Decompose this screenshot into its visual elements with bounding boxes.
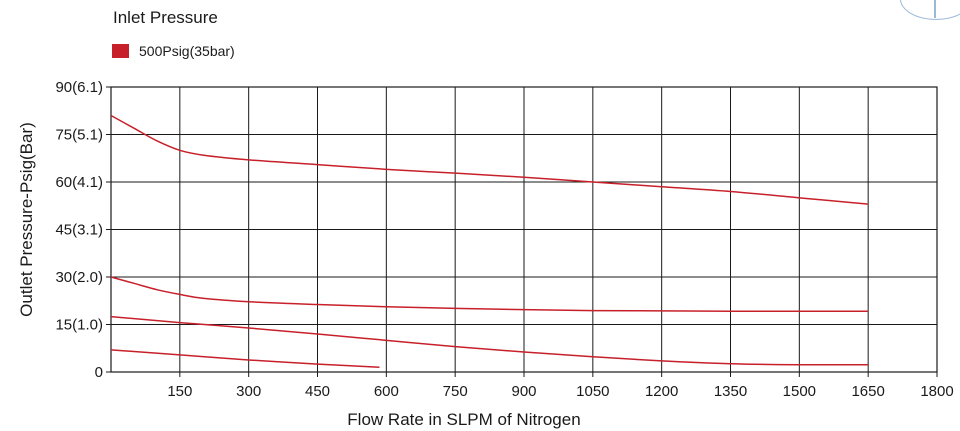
corner-logo-tick bbox=[934, 0, 936, 18]
x-tick-label: 750 bbox=[443, 383, 468, 400]
legend-title: Inlet Pressure bbox=[113, 8, 218, 27]
y-tick-label: 75(5.1) bbox=[55, 127, 103, 144]
y-tick-label: 45(3.1) bbox=[55, 222, 103, 239]
legend-swatch bbox=[112, 44, 129, 58]
series-line bbox=[110, 276, 869, 312]
series-line bbox=[110, 114, 869, 205]
x-tick-label: 1650 bbox=[851, 383, 884, 400]
x-axis-title: Flow Rate in SLPM of Nitrogen bbox=[347, 410, 580, 429]
y-axis-title: Outlet Pressure-Psig(Bar) bbox=[17, 122, 36, 317]
legend-item-label: 500Psig(35bar) bbox=[139, 43, 235, 59]
y-tick-label: 30(2.0) bbox=[55, 269, 103, 286]
x-tick-label: 1800 bbox=[920, 383, 953, 400]
x-tick-label: 1350 bbox=[714, 383, 747, 400]
series-line bbox=[110, 349, 380, 368]
x-tick-label: 300 bbox=[236, 383, 261, 400]
series-line bbox=[110, 315, 869, 366]
x-tick-label: 1050 bbox=[576, 383, 609, 400]
x-tick-label: 450 bbox=[305, 383, 330, 400]
y-tick-label: 15(1.0) bbox=[55, 317, 103, 334]
x-tick-label: 900 bbox=[511, 383, 536, 400]
x-tick-label: 1500 bbox=[783, 383, 816, 400]
x-tick-label: 600 bbox=[374, 383, 399, 400]
x-tick-label: 1200 bbox=[645, 383, 678, 400]
y-tick-label: 60(4.1) bbox=[55, 174, 103, 191]
y-tick-label: 90(6.1) bbox=[55, 79, 103, 96]
y-tick-label: 0 bbox=[95, 364, 103, 381]
x-tick-label: 150 bbox=[167, 383, 192, 400]
